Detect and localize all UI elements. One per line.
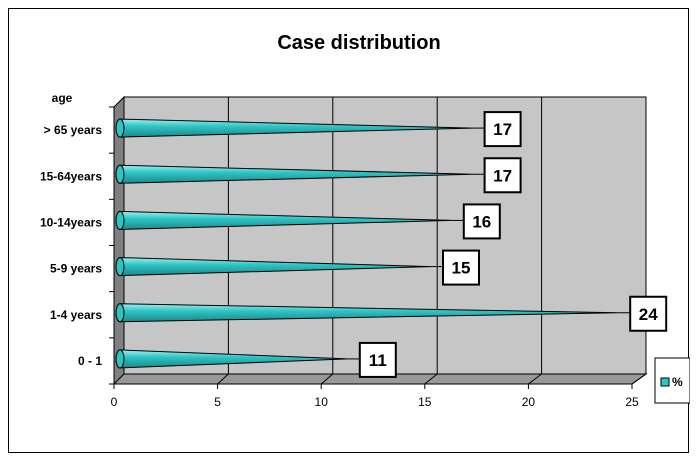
- chart-frame: Case distribution 0 5 10 15 20 25 0 - 1 1-4 yea…: [8, 8, 690, 453]
- gridline-floor: [424, 373, 438, 385]
- data-label-box: [442, 249, 480, 286]
- x-tick-label: 5: [214, 395, 221, 409]
- bar-cone-base: [115, 210, 125, 230]
- data-label-text: 11: [369, 351, 387, 370]
- bar-cone-base: [115, 164, 125, 184]
- data-label-text: 17: [493, 166, 512, 185]
- x-tick-label: 20: [522, 395, 536, 409]
- gridline-floor: [217, 373, 229, 385]
- bar-cone-base: [115, 118, 125, 138]
- legend-label: %: [672, 375, 683, 389]
- plot-side-wall: [113, 95, 125, 386]
- bar: [115, 118, 473, 138]
- legend: %: [654, 357, 690, 404]
- data-label-text: 15: [452, 259, 471, 278]
- data-label: 17: [472, 157, 522, 194]
- data-label-text: 17: [493, 120, 512, 139]
- plot-back-wall: [123, 96, 647, 375]
- data-label-box: [483, 111, 522, 148]
- y-tick-label: 15-64years: [40, 169, 102, 183]
- y-axis-title: age: [52, 91, 73, 105]
- x-tick-label: 10: [315, 395, 329, 409]
- data-label-box: [358, 341, 397, 378]
- bar: [115, 210, 452, 230]
- axes: 0 5 10 15 20 25 0 - 1 1-4 years 5-9 years 10-14ye…: [40, 106, 639, 409]
- y-tick-label: 5-9 years: [50, 262, 102, 276]
- y-tick-label: 1-4 years: [50, 308, 102, 322]
- bar-cone-base: [115, 303, 125, 323]
- bar: [115, 349, 348, 369]
- data-label: 24: [618, 295, 668, 332]
- bar: [115, 257, 432, 277]
- x-tick-label: 0: [111, 395, 118, 409]
- x-tick-label: 25: [625, 395, 639, 409]
- data-labels: 11 24 15 16 17 17: [347, 111, 668, 378]
- bar: [115, 164, 473, 184]
- y-tick-label: > 65 years: [44, 123, 103, 137]
- bar: [115, 303, 619, 323]
- data-label-text: 24: [639, 305, 658, 324]
- data-label: 15: [431, 249, 480, 286]
- data-label-text: 16: [472, 212, 491, 231]
- chart-title: Case distribution: [277, 32, 440, 54]
- gridline-floor: [528, 373, 542, 385]
- data-label: 17: [472, 111, 522, 148]
- chart-svg: Case distribution 0 5 10 15 20 25 0 - 1 1-4 yea…: [40, 32, 690, 409]
- data-label-box: [629, 295, 668, 332]
- bar-cone-base: [115, 257, 125, 277]
- bar-cone-base: [115, 349, 125, 369]
- y-tick-label: 10-14years: [40, 215, 102, 229]
- data-label-box: [462, 203, 501, 240]
- bars: [115, 118, 619, 369]
- y-tick-label: 0 - 1: [78, 354, 102, 368]
- data-label: 16: [451, 203, 501, 240]
- data-label-box: [483, 157, 522, 194]
- gridline-floor: [320, 373, 334, 385]
- x-tick-label: 15: [418, 395, 432, 409]
- data-label: 11: [347, 341, 397, 378]
- legend-swatch: [660, 377, 670, 387]
- gridline-floor: [631, 373, 647, 385]
- plot-walls: [112, 95, 648, 386]
